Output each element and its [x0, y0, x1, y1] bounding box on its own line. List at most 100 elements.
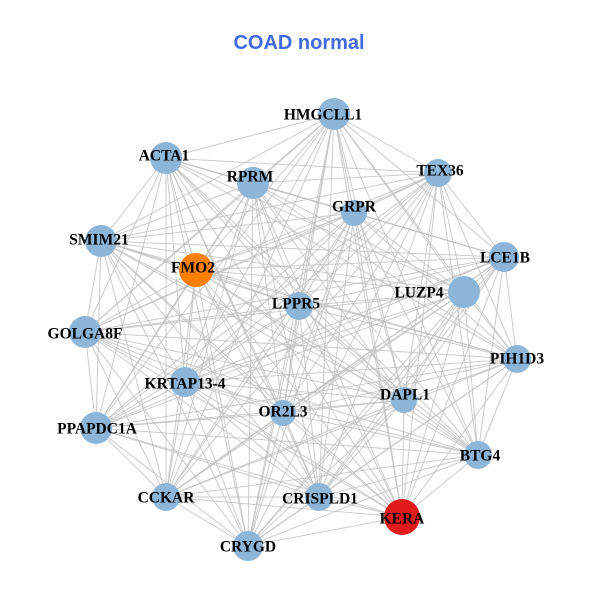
- node-label-hmgcll1: HMGCLL1: [284, 107, 362, 124]
- edge: [282, 212, 355, 414]
- edge: [282, 412, 479, 456]
- node-rprm: [237, 167, 269, 199]
- edge: [437, 172, 505, 258]
- edge: [247, 113, 335, 547]
- edge: [247, 212, 355, 547]
- node-label-or2l3: OR2L3: [258, 404, 307, 421]
- edge: [333, 113, 403, 518]
- node-label-crispld1: CRISPLD1: [282, 491, 358, 508]
- edge: [353, 212, 465, 293]
- edge: [252, 182, 284, 414]
- edge: [252, 182, 403, 518]
- edge: [333, 113, 505, 258]
- node-ppapdc1a: [80, 412, 112, 444]
- edge: [195, 269, 405, 401]
- edge: [247, 454, 479, 547]
- edge: [84, 331, 405, 401]
- edge: [165, 381, 186, 498]
- node-label-smim21: SMIM21: [69, 232, 128, 249]
- node-smim21: [85, 225, 117, 257]
- edge: [100, 240, 403, 518]
- chart-title: COAD normal: [233, 32, 364, 54]
- edge: [403, 358, 518, 401]
- node-tex36: [424, 159, 452, 187]
- edge: [95, 412, 284, 429]
- edge: [165, 212, 355, 498]
- edge: [184, 381, 284, 414]
- edge: [95, 157, 167, 429]
- edge: [401, 256, 505, 518]
- node-label-lce1b: LCE1B: [480, 250, 530, 267]
- edge: [165, 157, 439, 174]
- edge: [165, 399, 405, 498]
- edge: [100, 157, 167, 242]
- edge: [84, 291, 465, 333]
- edge: [95, 427, 479, 456]
- edge: [403, 399, 479, 456]
- node-pih1d3: [503, 345, 531, 373]
- edge: [298, 305, 403, 518]
- nodes-layer: [69, 98, 531, 561]
- edge: [184, 182, 254, 383]
- edge: [184, 381, 405, 401]
- edges-layer: [84, 113, 518, 547]
- edge: [477, 256, 505, 456]
- edge: [252, 182, 518, 360]
- edge: [298, 305, 405, 401]
- node-label-rprm: RPRM: [227, 169, 274, 186]
- edge: [100, 113, 335, 242]
- edge: [84, 331, 479, 456]
- edge: [437, 172, 518, 360]
- edge: [95, 269, 197, 429]
- edge: [100, 172, 439, 242]
- edge: [401, 399, 405, 518]
- edge: [165, 496, 403, 518]
- node-label-dapl1: DAPL1: [380, 387, 430, 404]
- edge: [195, 256, 505, 271]
- edge: [353, 212, 505, 258]
- edge: [165, 157, 186, 383]
- edge: [195, 269, 403, 518]
- node-label-pih1d3: PIH1D3: [490, 351, 545, 368]
- edge: [333, 113, 518, 360]
- edge: [298, 305, 320, 498]
- node-lppr5: [285, 292, 313, 320]
- edge: [298, 256, 505, 307]
- edge: [84, 305, 300, 333]
- edge: [318, 291, 465, 498]
- edge: [195, 269, 249, 547]
- edge: [95, 399, 405, 429]
- edge: [318, 399, 405, 498]
- node-cckar: [152, 483, 180, 511]
- edge: [165, 496, 249, 547]
- node-label-grpr: GRPR: [332, 199, 377, 216]
- edge: [333, 113, 439, 174]
- node-luzp4: [448, 276, 480, 308]
- edge: [401, 172, 439, 518]
- edge: [252, 182, 479, 456]
- edge: [165, 157, 249, 547]
- edge: [503, 256, 518, 360]
- edge: [95, 291, 465, 429]
- node-label-tex36: TEX36: [416, 163, 464, 180]
- edge: [84, 331, 320, 498]
- edge: [195, 269, 320, 498]
- edge: [84, 331, 518, 360]
- node-label-btg4: BTG4: [460, 448, 501, 465]
- edge: [282, 412, 403, 518]
- node-label-krtap13-4: KRTAP13-4: [145, 376, 226, 393]
- edge: [165, 305, 300, 498]
- edge: [95, 256, 505, 429]
- edge: [184, 381, 249, 547]
- edge: [84, 212, 355, 333]
- edge: [165, 157, 518, 360]
- edge: [298, 305, 518, 360]
- node-kera: [384, 499, 420, 535]
- node-krtap13-4: [170, 367, 200, 397]
- node-label-crygd: CRYGD: [220, 539, 276, 556]
- edge: [401, 358, 518, 518]
- edge: [95, 427, 403, 518]
- node-label-luzp4: LUZP4: [394, 285, 443, 302]
- node-label-golga8f: GOLGA8F: [48, 326, 123, 343]
